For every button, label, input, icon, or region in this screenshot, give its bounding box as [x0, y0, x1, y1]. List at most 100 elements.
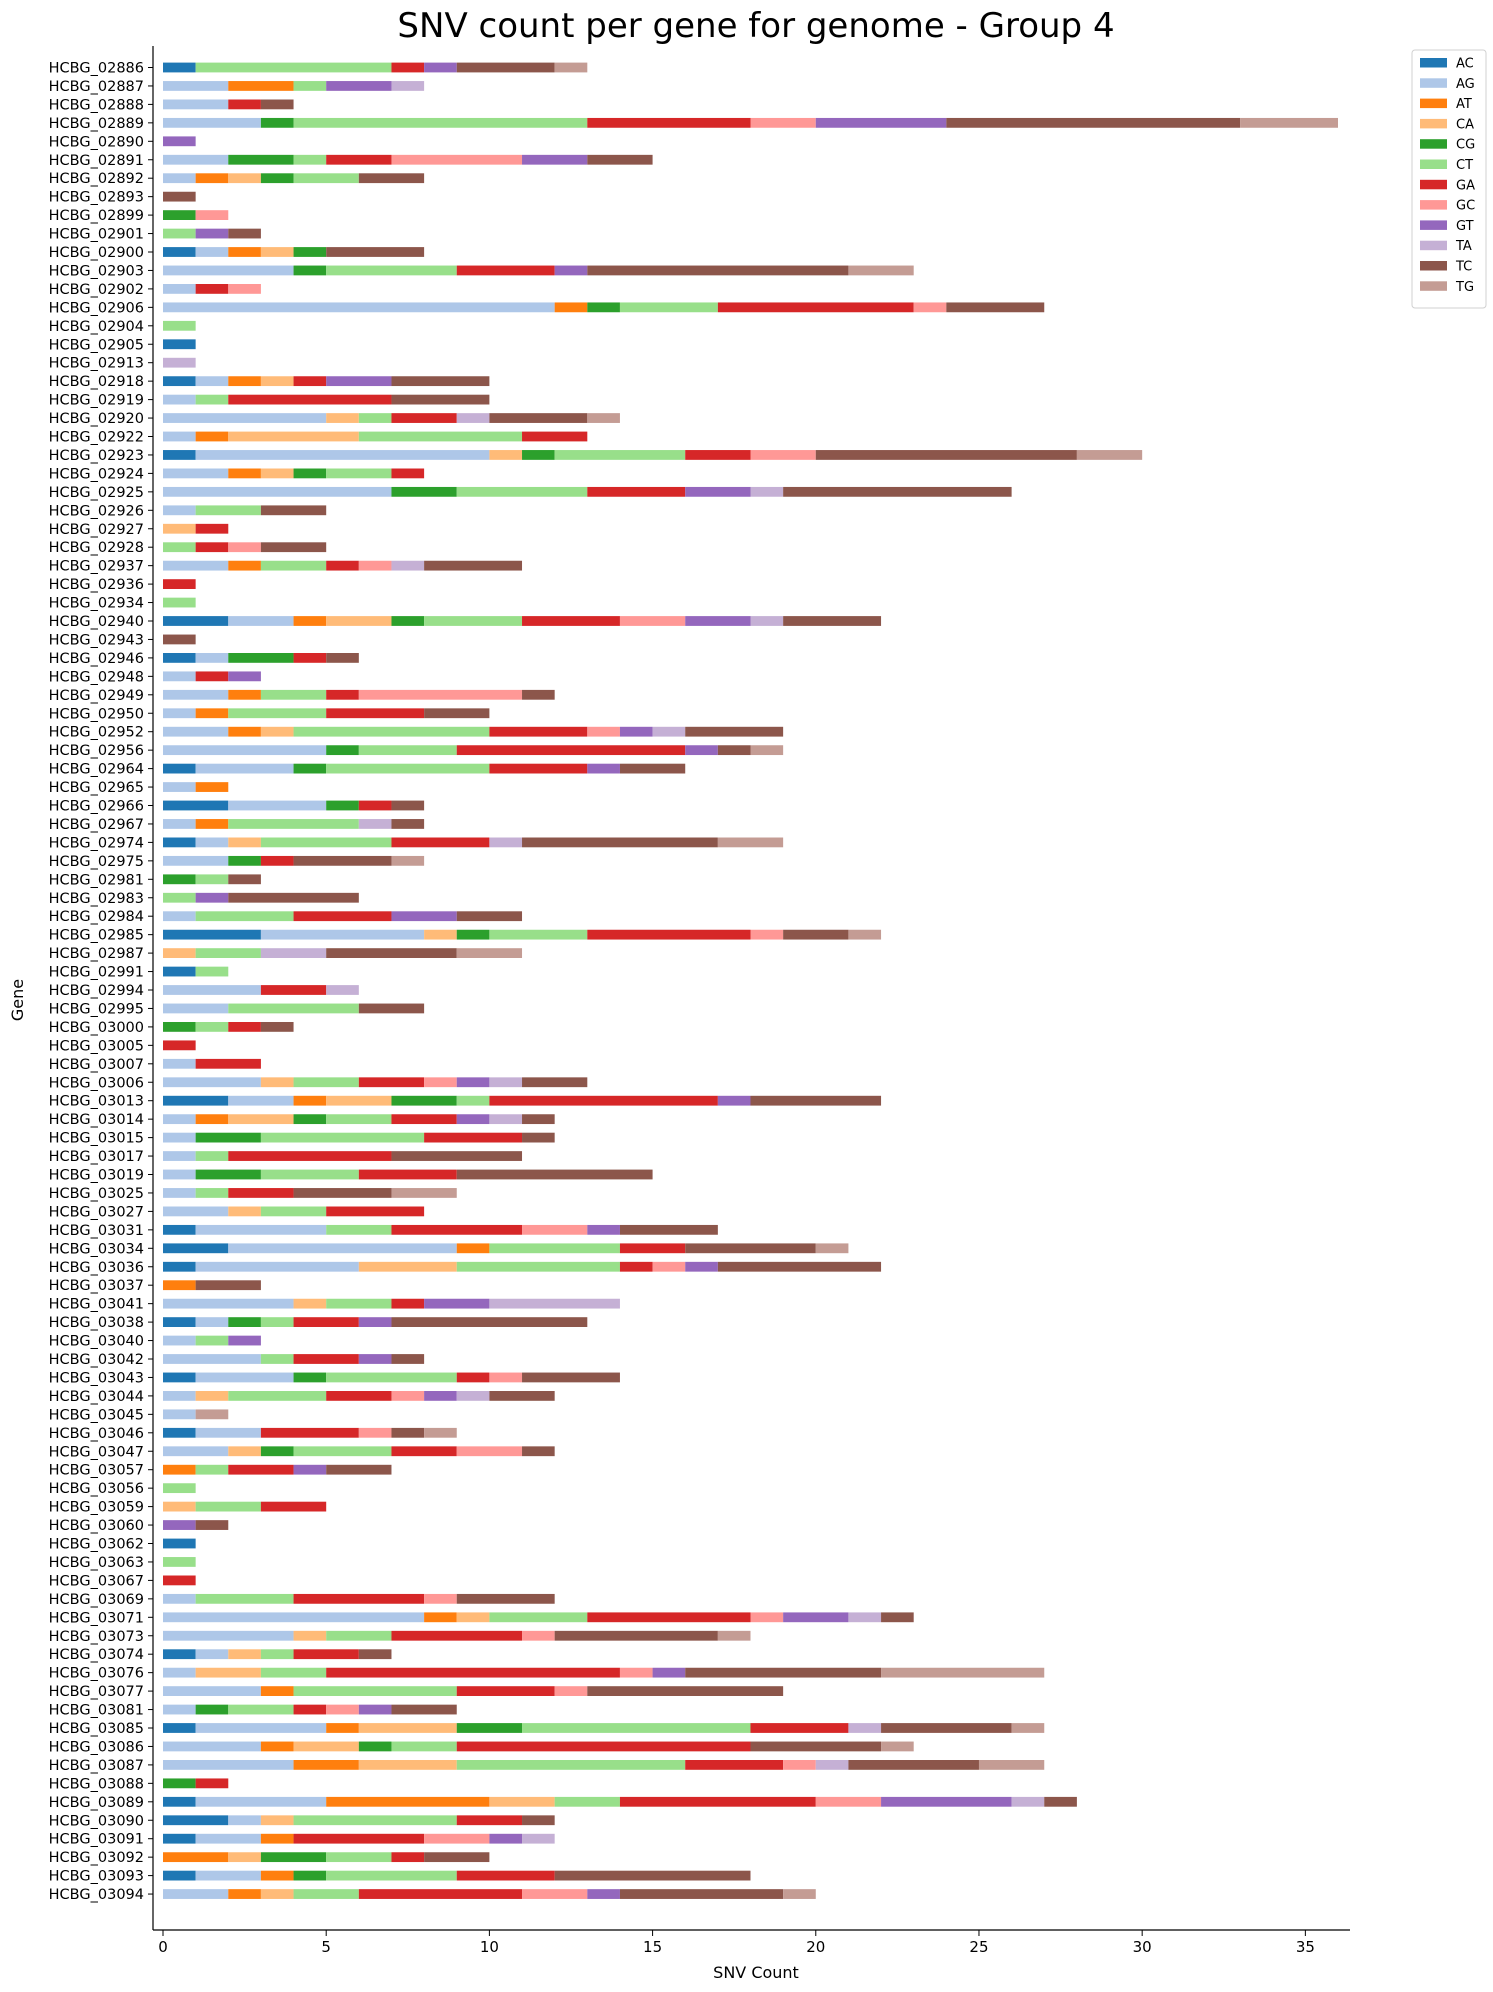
- bar-segment-ct: [326, 1852, 392, 1863]
- bar-segment-tc: [391, 394, 490, 405]
- gene-label: HCBG_02925: [49, 485, 144, 501]
- bar-segment-gc: [750, 929, 784, 940]
- bar-segment-tg: [1240, 117, 1338, 128]
- bar-segment-ga: [358, 1077, 425, 1088]
- bar-segment-ct: [260, 1317, 294, 1327]
- bar-segment-ac: [163, 1870, 196, 1881]
- bar-segment-tc: [522, 1132, 555, 1143]
- gene-label: HCBG_02886: [49, 61, 144, 77]
- legend-items: AC AG AT CA CG CT GA GC GT TA TC TG: [1420, 57, 1475, 295]
- bar-segment-cg: [293, 468, 327, 479]
- bar-segment-ag: [163, 1760, 294, 1770]
- bar-segment-ct: [195, 1501, 261, 1512]
- bar-segment-tc: [554, 1630, 718, 1641]
- bar-segment-gt: [326, 376, 392, 387]
- bar-segment-cg: [293, 1114, 327, 1125]
- bar-segment-ag: [163, 1077, 261, 1088]
- bar-segment-ct: [195, 1022, 229, 1032]
- bar-segment-at: [293, 616, 327, 626]
- bar-segment-gt: [652, 1667, 686, 1678]
- bar-segment-ca: [489, 450, 523, 460]
- bar-segment-at: [163, 1852, 229, 1863]
- bar-segment-ga: [717, 302, 914, 313]
- gene-label: HCBG_02892: [49, 171, 144, 187]
- bar-segment-ct: [424, 616, 523, 626]
- bar-segment-cg: [228, 653, 294, 663]
- bar-segment-ac: [163, 247, 196, 257]
- bar-segment-ct: [228, 1704, 294, 1715]
- x-axis-title: SNV Count: [713, 1963, 799, 1982]
- bar-segment-cg: [195, 1132, 261, 1143]
- gene-label: HCBG_03041: [49, 1297, 144, 1313]
- bar-segment-ga: [293, 1704, 327, 1715]
- bar-segment-ag: [163, 1169, 196, 1180]
- bar-segment-ct: [489, 1243, 620, 1254]
- bar-segment-ga: [391, 1446, 457, 1457]
- bar-segment-ga: [489, 763, 588, 774]
- bar-segment-gt: [326, 81, 392, 91]
- bar-segment-gt: [554, 265, 588, 276]
- bar-segment-cg: [358, 1741, 392, 1752]
- bar-segment-ga: [326, 560, 359, 571]
- gene-label: HCBG_03031: [49, 1223, 144, 1239]
- bar-segment-tg: [848, 265, 914, 276]
- gene-label: HCBG_02943: [49, 632, 144, 648]
- bar-segment-at: [228, 468, 261, 479]
- bar-segment-at: [456, 1243, 490, 1254]
- gene-label: HCBG_03006: [49, 1075, 144, 1091]
- bar-segment-ga: [195, 1778, 229, 1789]
- bar-segment-gc: [195, 210, 229, 220]
- bar-segment-ag: [163, 1188, 196, 1198]
- bar-segment-ca: [228, 1852, 261, 1863]
- bar-segment-ga: [391, 1852, 425, 1863]
- bar-segment-tg: [1076, 450, 1143, 460]
- gene-label: HCBG_03077: [49, 1684, 144, 1700]
- bar-segment-ag: [228, 1815, 261, 1826]
- bar-segment-ct: [293, 1889, 359, 1899]
- legend-label-cg: CG: [1456, 138, 1475, 153]
- bar-segment-ga: [456, 1741, 751, 1752]
- bar-segment-cg: [293, 1870, 327, 1881]
- bar-segment-ca: [195, 1391, 229, 1401]
- bar-segment-ga: [163, 1040, 196, 1051]
- bar-segment-ac: [163, 929, 261, 940]
- bar-segment-tg: [881, 1741, 914, 1752]
- bar-segment-at: [260, 1833, 294, 1844]
- bar-segment-tc: [522, 1446, 555, 1457]
- bar-segment-ct: [260, 1649, 294, 1660]
- gene-label: HCBG_03081: [49, 1703, 144, 1719]
- bar-segment-ga: [391, 1298, 425, 1309]
- bar-segment-ct: [260, 1169, 359, 1180]
- bar-segment-gt: [522, 154, 588, 165]
- bar-segment-ca: [260, 1815, 294, 1826]
- bar-segment-tc: [456, 62, 555, 73]
- bar-segment-gt: [456, 1077, 490, 1088]
- bar-segment-gt: [163, 136, 196, 147]
- gene-label: HCBG_03076: [49, 1666, 144, 1682]
- bar-segment-cg: [293, 763, 327, 774]
- bar-segment-ct: [163, 1557, 196, 1567]
- gene-label: HCBG_02900: [49, 245, 144, 261]
- bar-segment-ag: [163, 1058, 196, 1069]
- bar-segment-ag: [195, 1317, 229, 1327]
- bar-segment-ct: [358, 745, 457, 756]
- bar-segment-ct: [456, 1261, 620, 1272]
- bar-segment-ct: [391, 1741, 457, 1752]
- bar-segment-ca: [260, 1889, 294, 1899]
- bar-segment-ag: [163, 1612, 425, 1623]
- gene-label: HCBG_02905: [49, 337, 144, 353]
- bar-segment-ct: [326, 1224, 392, 1235]
- bar-segment-tc: [260, 505, 327, 516]
- bar-segment-tc: [163, 191, 196, 202]
- bar-segment-gt: [293, 1464, 327, 1475]
- legend-swatch-ag: [1420, 78, 1447, 88]
- bar-segment-ac: [163, 1815, 229, 1826]
- bar-segment-ct: [326, 1298, 392, 1309]
- bar-segment-ct: [195, 1335, 229, 1346]
- legend-swatch-ga: [1420, 179, 1447, 190]
- gene-label: HCBG_02920: [49, 411, 144, 427]
- bar-segment-tc: [946, 117, 1241, 128]
- gene-label: HCBG_02965: [49, 780, 144, 796]
- bar-segment-ag: [163, 1206, 229, 1217]
- bar-segment-ac: [163, 339, 196, 350]
